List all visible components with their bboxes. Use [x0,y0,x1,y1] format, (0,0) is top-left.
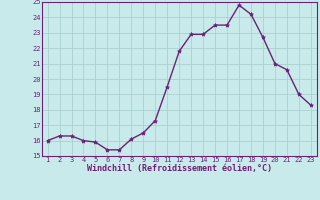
X-axis label: Windchill (Refroidissement éolien,°C): Windchill (Refroidissement éolien,°C) [87,164,272,173]
